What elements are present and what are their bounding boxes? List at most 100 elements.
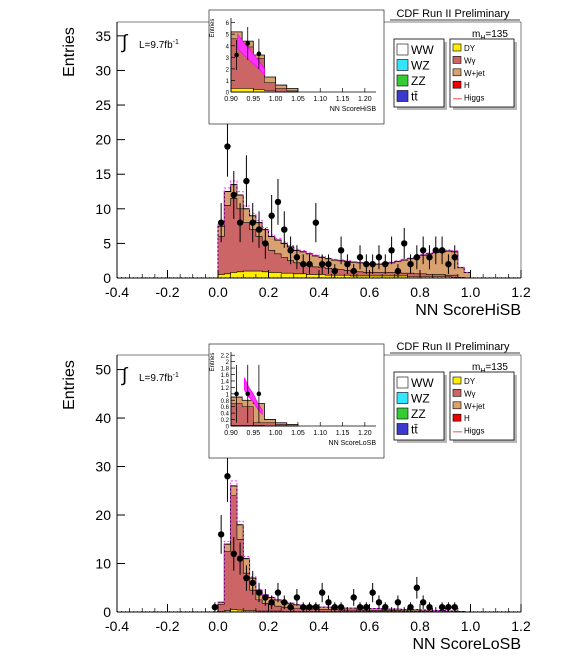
data-point: [344, 260, 351, 268]
data-point: [369, 589, 376, 596]
inset-x-tick-label: 1.00: [269, 96, 283, 103]
inset-data-point: [245, 41, 251, 46]
data-point: [325, 599, 332, 606]
inset-x-tick-label: 0.90: [224, 96, 238, 103]
inset-x-tick-label: 0.90: [224, 430, 238, 437]
data-point: [388, 247, 395, 254]
inset-y-tick-label: 6: [226, 21, 230, 27]
data-point: [243, 574, 250, 582]
data-point: [293, 254, 301, 261]
data-point: [217, 531, 225, 538]
data-points: [217, 116, 458, 278]
inset-y-tick-label: 3: [226, 56, 230, 62]
inset-x-tick-label: 1.15: [336, 96, 350, 103]
legend-label: Wγ: [464, 389, 476, 398]
data-point: [426, 254, 433, 261]
data-point: [325, 260, 332, 268]
data-point: [230, 550, 237, 558]
inset-data-point: [234, 391, 239, 397]
data-point: [394, 267, 402, 275]
chart-title: CDF Run II Preliminary: [396, 8, 510, 20]
mass-subscript: H: [480, 35, 485, 42]
data-point: [236, 219, 244, 226]
inset-higgs-band: [237, 32, 265, 76]
x-tick-label: 0.4: [309, 618, 329, 634]
inset-plot: 0.90 0.95 1.00 1.05 1.10 1.15 1.20 0 1 2 3 4 5 6 NN Sc…: [208, 9, 385, 125]
data-point: [262, 594, 269, 601]
legend-label: DY: [464, 377, 476, 386]
data-point: [413, 254, 421, 261]
inset-x-tick-label: 1.05: [291, 430, 305, 437]
luminosity-label: L=9.7fb-1: [139, 372, 179, 384]
data-point: [293, 594, 301, 601]
data-point: [445, 260, 452, 268]
data-point: [382, 260, 389, 268]
x-tick-label: 0.8: [410, 618, 430, 634]
inset-x-axis-label: NN ScoreHiSB: [330, 106, 377, 113]
inset-data-point: [245, 391, 251, 397]
data-point: [432, 247, 439, 254]
data-point: [331, 267, 338, 275]
data-point: [217, 219, 225, 226]
chart-hisb: -0.4 -0.2 0.0 0.2 0.4 0.6 0.8 1.0 1.205101520253…: [61, 8, 531, 319]
y-tick-label: 15: [95, 166, 111, 182]
data-point: [306, 603, 313, 611]
mass-label: mH=135: [472, 29, 508, 42]
luminosity-label: L=9.7fb-1: [139, 39, 179, 51]
data-point: [451, 603, 458, 611]
y-tick-label: 0: [103, 270, 111, 286]
data-point: [318, 589, 326, 596]
inset-y-tick-label: 1.6: [221, 373, 230, 379]
inset-y-tick-label: 2: [226, 67, 230, 73]
inset-x-tick-label: 1.05: [291, 96, 305, 103]
data-point: [445, 603, 452, 611]
data-point: [438, 247, 446, 254]
integral-symbol: ∫: [121, 365, 129, 386]
legend-right: DY Wγ W+jet H Higgs: [449, 38, 517, 110]
x-ticks: -0.4 -0.2 0.0 0.2 0.4 0.6 0.8 1.0 1.2: [105, 604, 531, 634]
legend-swatch: [396, 407, 409, 420]
legend-label: Wγ: [464, 56, 476, 65]
data-point: [318, 260, 326, 268]
data-point: [419, 247, 427, 254]
inset-y-tick-label: 0: [226, 91, 230, 97]
data-point: [337, 247, 345, 254]
data-point: [419, 599, 427, 606]
data-point: [287, 603, 294, 611]
data-point: [312, 603, 320, 611]
legend-swatch: [452, 56, 462, 64]
data-point: [249, 579, 256, 587]
mass-value: =135: [485, 29, 508, 40]
data-point: [211, 603, 219, 611]
y-tick-label: 40: [95, 410, 111, 426]
data-point: [394, 599, 402, 606]
x-tick-label: 0.8: [410, 284, 430, 300]
inset-x-tick-label: 1.20: [358, 430, 372, 437]
x-axis-label: NN ScoreHiSB: [415, 302, 521, 319]
data-point: [262, 240, 269, 247]
data-point: [230, 191, 237, 199]
data-point: [274, 589, 282, 596]
chart-panel-hisb: -0.4 -0.2 0.0 0.2 0.4 0.6 0.8 1.0 1.2 0 5 10 15 20 25 3…: [0, 0, 567, 333]
data-point: [337, 603, 345, 611]
integral-symbol: ∫: [121, 32, 129, 53]
data-point: [375, 254, 383, 261]
inset-x-tick-label: 1.10: [313, 430, 327, 437]
y-tick-label: 35: [95, 28, 111, 44]
inset-y-tick-label: 5: [226, 33, 230, 39]
inset-y-tick-label: 1: [226, 79, 230, 85]
data-point: [451, 254, 458, 261]
legend-label: WW: [411, 376, 434, 390]
legend-swatch: [452, 376, 462, 385]
legend-label: W+jet: [464, 69, 485, 78]
legend-label: tt̄: [411, 423, 418, 437]
x-tick-label: 0.4: [309, 284, 329, 300]
y-tick-label: 0: [103, 604, 111, 620]
legend-swatch: [396, 90, 409, 102]
legend-label: W+jet: [464, 402, 485, 411]
inset-y-tick-label: 1: [226, 392, 230, 398]
inset-y-tick-label: 0.2: [221, 418, 230, 424]
data-point: [236, 555, 244, 562]
inset-y-tick-label: 0.4: [221, 412, 230, 418]
